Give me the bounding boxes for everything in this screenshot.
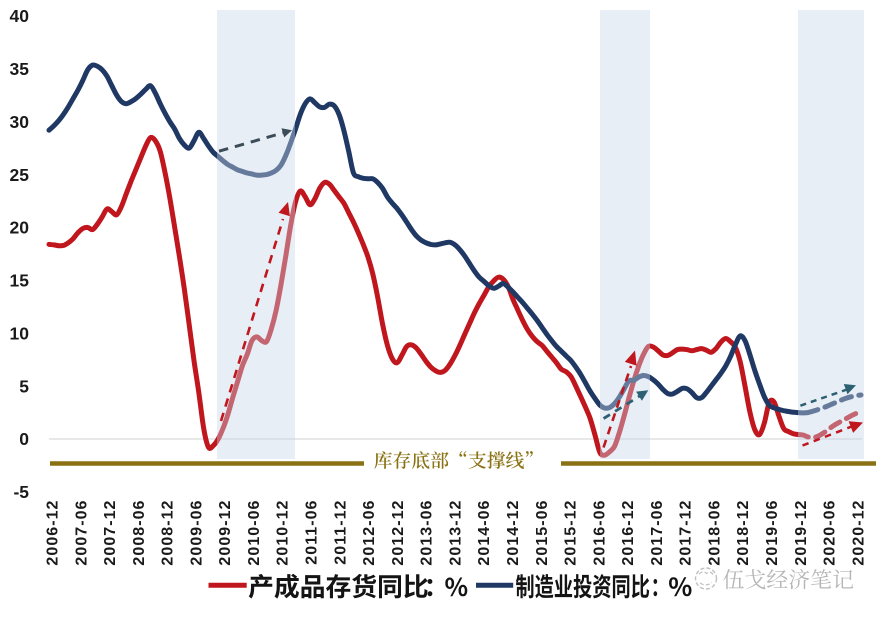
svg-text:2016-12: 2016-12 <box>620 500 637 566</box>
svg-text:20: 20 <box>10 218 30 238</box>
svg-text:2016-06: 2016-06 <box>591 500 608 566</box>
svg-text:2018-12: 2018-12 <box>735 500 752 566</box>
svg-text:2008-06: 2008-06 <box>131 500 148 566</box>
svg-text:10: 10 <box>10 323 30 343</box>
svg-text:2020-12: 2020-12 <box>850 500 867 566</box>
svg-text:2019-12: 2019-12 <box>793 500 810 566</box>
svg-text:2007-12: 2007-12 <box>102 500 119 566</box>
svg-text:2006-12: 2006-12 <box>45 500 62 566</box>
svg-text:2010-12: 2010-12 <box>275 500 292 566</box>
svg-text:-5: -5 <box>13 482 29 502</box>
svg-text:2014-12: 2014-12 <box>505 500 522 566</box>
svg-text:30: 30 <box>10 112 30 132</box>
svg-text:2007-06: 2007-06 <box>73 500 90 566</box>
svg-text:25: 25 <box>10 165 30 185</box>
svg-text:2008-12: 2008-12 <box>160 500 177 566</box>
svg-text:2013-12: 2013-12 <box>447 500 464 566</box>
svg-text:2011-12: 2011-12 <box>332 500 349 565</box>
svg-text:2012-06: 2012-06 <box>361 500 378 566</box>
svg-text:2013-06: 2013-06 <box>419 500 436 566</box>
svg-text:2017-12: 2017-12 <box>678 500 695 566</box>
svg-text:2018-06: 2018-06 <box>706 500 723 566</box>
svg-text:2010-06: 2010-06 <box>246 500 263 566</box>
svg-text:5: 5 <box>19 376 29 396</box>
svg-text:40: 40 <box>10 6 30 26</box>
svg-text:2015-06: 2015-06 <box>534 500 551 566</box>
svg-text:2011-06: 2011-06 <box>304 500 321 565</box>
svg-text:0: 0 <box>19 429 29 449</box>
svg-text:2017-06: 2017-06 <box>649 500 666 566</box>
svg-text:2009-06: 2009-06 <box>188 500 205 566</box>
svg-text:2020-06: 2020-06 <box>822 500 839 566</box>
svg-text:15: 15 <box>10 271 30 291</box>
svg-text:35: 35 <box>10 59 30 79</box>
svg-text:2009-12: 2009-12 <box>217 500 234 566</box>
svg-text:2019-06: 2019-06 <box>764 500 781 566</box>
svg-text:2015-12: 2015-12 <box>563 500 580 566</box>
svg-text:2012-12: 2012-12 <box>390 500 407 566</box>
svg-text:2014-06: 2014-06 <box>476 500 493 566</box>
